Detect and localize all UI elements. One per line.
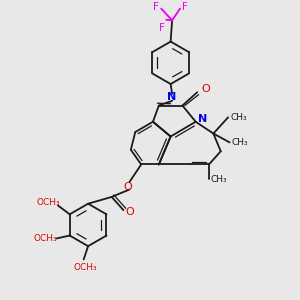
- Text: OCH₃: OCH₃: [37, 198, 60, 207]
- Text: F: F: [159, 23, 165, 33]
- Text: N: N: [167, 92, 177, 102]
- Text: O: O: [123, 182, 132, 193]
- Text: O: O: [201, 84, 210, 94]
- Text: O: O: [126, 207, 134, 217]
- Text: OCH₃: OCH₃: [73, 263, 97, 272]
- Text: CH₃: CH₃: [230, 113, 247, 122]
- Text: F: F: [153, 2, 159, 12]
- Text: OCH₃: OCH₃: [34, 234, 57, 243]
- Text: CH₃: CH₃: [232, 138, 248, 147]
- Text: CH₃: CH₃: [211, 175, 228, 184]
- Text: F: F: [182, 2, 188, 12]
- Text: N: N: [198, 114, 208, 124]
